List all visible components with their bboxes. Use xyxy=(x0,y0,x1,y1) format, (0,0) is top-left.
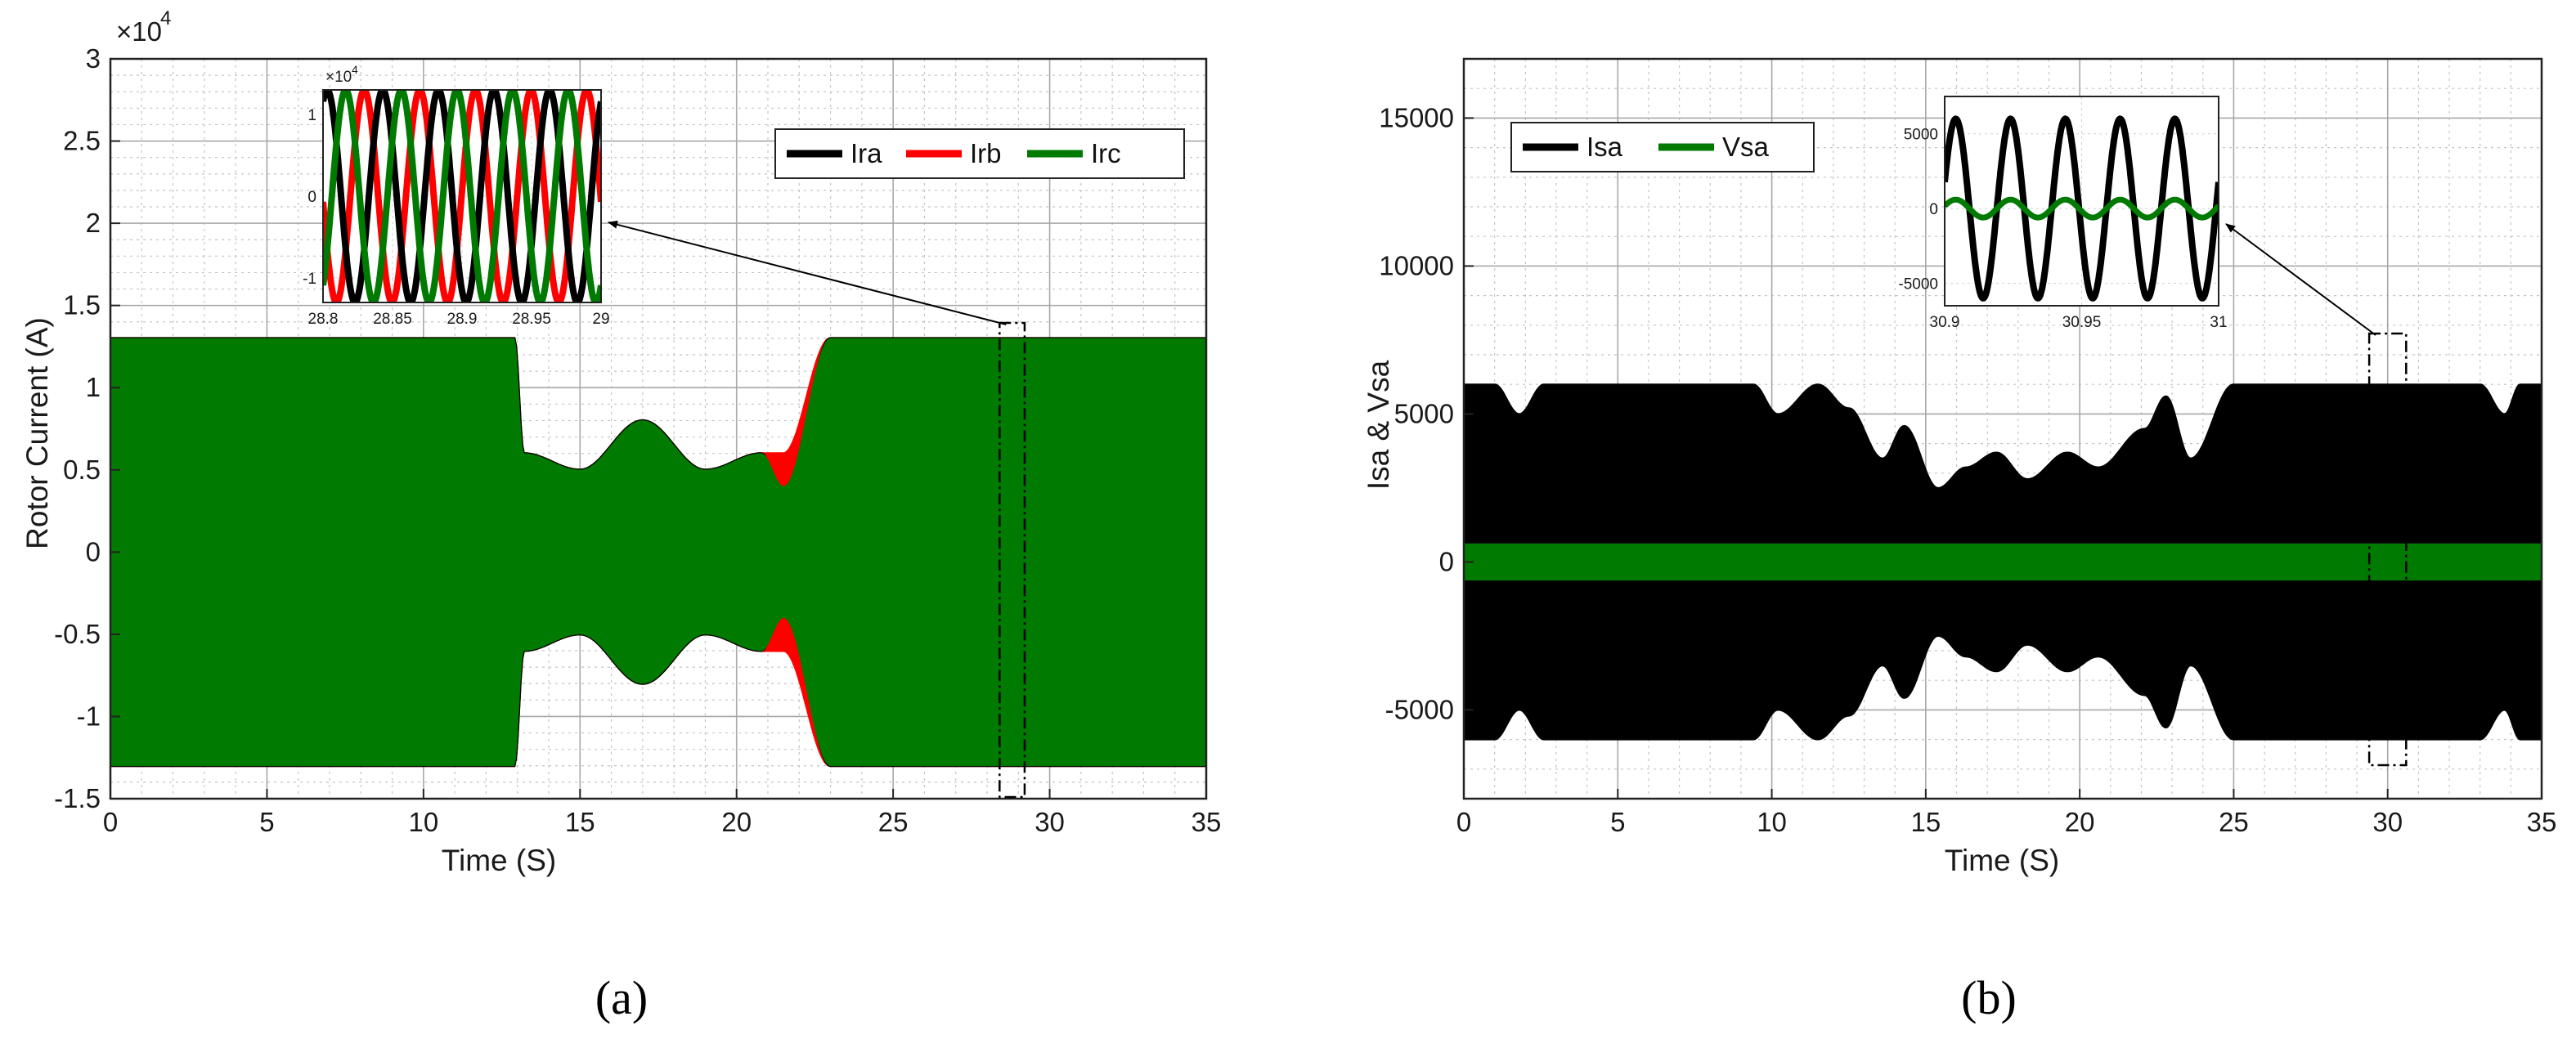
inset-x-tick-label: 28.9 xyxy=(447,311,478,328)
inset-x-tick-label: 28.8 xyxy=(308,311,339,328)
x-axis-label-b: Time (S) xyxy=(1945,844,2059,877)
x-tick-label: 30 xyxy=(2372,807,2403,837)
y-tick-label: 0 xyxy=(1439,546,1454,576)
legend-label-vsa: Vsa xyxy=(1722,132,1770,162)
inset-x-tick-label: 30.9 xyxy=(1930,314,1960,331)
inset-ticks-a: 28.8 28.85 28.9 28.95 29 -1 0 1 xyxy=(303,107,609,328)
inset-series-vsa xyxy=(1945,196,2219,221)
series-group-a xyxy=(110,337,1206,768)
inset-ticks-b: 30.9 30.95 31 -5000 0 5000 xyxy=(1898,127,2227,331)
inset-x-tick-label: 29 xyxy=(592,311,609,328)
y-tick-label: 2 xyxy=(86,208,101,238)
legend-box-a xyxy=(774,128,1185,179)
inset-y-tick-label: 0 xyxy=(307,189,316,206)
x-tick-label: 20 xyxy=(721,807,752,837)
x-tick-label: 0 xyxy=(103,807,118,837)
series-group-b xyxy=(1464,383,2542,741)
legend-label-irc: Irc xyxy=(1091,138,1121,168)
zoom-region-b xyxy=(2367,332,2408,767)
inset-y-tick-label: 5000 xyxy=(1904,127,1938,144)
y-axis-label-a: Rotor Current (A) xyxy=(20,317,54,549)
chart-a: 0 5 10 15 20 25 30 35-1.5-1-0.500.511.522.53 ×1… xyxy=(20,7,1221,1024)
y-tick-label: 10000 xyxy=(1379,250,1454,280)
y-tick-label: 2.5 xyxy=(63,126,101,156)
y-tick-label: -1.5 xyxy=(54,783,101,813)
axes-box-b xyxy=(1462,57,2543,800)
x-tick-label: 5 xyxy=(259,807,274,837)
inset-y-exponent-power-a: 4 xyxy=(352,63,358,76)
x-tick-label: 25 xyxy=(878,807,909,837)
inset-y-tick-label: 0 xyxy=(1929,201,1938,218)
zoom-region-a xyxy=(999,321,1026,799)
caption-a: (a) xyxy=(595,971,648,1024)
inset-y-exponent-base-a: ×10 xyxy=(325,69,352,86)
x-tick-label: 20 xyxy=(2065,807,2095,837)
series-irc xyxy=(110,338,1206,767)
inset-x-tick-label: 28.85 xyxy=(373,311,412,328)
legend-label-irb: Irb xyxy=(970,138,1002,168)
inset-y-tick-label: -1 xyxy=(303,271,316,288)
chart-b: 0 5 10 15 20 25 30 35 -5000 0 5000 10000 15000 Time … xyxy=(1362,57,2556,1024)
inset-y-exponent-a: ×10 4 xyxy=(325,63,358,86)
ticks-a: 0 5 10 15 20 25 30 35-1.5-1-0.500.511.522.53 xyxy=(54,43,1221,837)
inset-series-a xyxy=(323,90,601,302)
axes-box-a xyxy=(109,57,1208,800)
inset-y-tick-label: 1 xyxy=(307,107,316,124)
y-tick-label: 5000 xyxy=(1394,398,1454,428)
inset-x-tick-label: 31 xyxy=(2210,314,2227,331)
inset-x-tick-label: 28.95 xyxy=(512,311,551,328)
x-tick-label: 30 xyxy=(1034,807,1065,837)
inset-series-irb xyxy=(323,90,601,302)
y-exponent-base-a: ×10 xyxy=(116,16,162,47)
legend-label-isa: Isa xyxy=(1586,132,1623,162)
x-tick-label: 35 xyxy=(1192,807,1222,837)
y-tick-label: -0.5 xyxy=(54,619,101,649)
legend-b: Isa Vsa xyxy=(1510,122,1815,172)
x-tick-label: 5 xyxy=(1610,807,1625,837)
y-tick-label: 0 xyxy=(86,536,101,567)
y-tick-label: -1 xyxy=(77,701,101,731)
y-tick-label: 1 xyxy=(86,372,101,402)
y-tick-label: 15000 xyxy=(1379,102,1454,132)
x-tick-label: 25 xyxy=(2219,807,2249,837)
inset-series-b xyxy=(1945,115,2219,302)
y-tick-label: 3 xyxy=(86,43,101,74)
y-tick-label: -5000 xyxy=(1385,694,1454,724)
y-exponent-a: ×10 4 xyxy=(116,7,171,47)
inset-y-tick-label: -5000 xyxy=(1898,276,1938,293)
zoom-arrow-b xyxy=(2225,223,2376,336)
inset-a: 28.8 28.85 28.9 28.95 29 -1 0 1 ×10 4 xyxy=(303,63,609,328)
series-vsa xyxy=(1464,543,2542,581)
zoom-arrow-a xyxy=(608,220,1007,325)
ticks-b: 0 5 10 15 20 25 30 35 -5000 0 5000 10000 15000 xyxy=(1379,102,2556,837)
x-tick-label: 0 xyxy=(1456,807,1471,837)
y-tick-label: 1.5 xyxy=(63,290,101,320)
x-axis-label-a: Time (S) xyxy=(442,844,556,877)
y-exponent-power-a: 4 xyxy=(160,7,171,29)
x-tick-label: 35 xyxy=(2527,807,2557,837)
legend-a: Ira Irb Irc xyxy=(774,128,1185,179)
inset-b: 30.9 30.95 31 -5000 0 5000 xyxy=(1898,96,2228,331)
inset-series-ira xyxy=(323,90,601,302)
x-tick-label: 15 xyxy=(1910,807,1941,837)
x-tick-label: 10 xyxy=(408,807,438,837)
y-tick-label: 0.5 xyxy=(63,455,101,485)
y-axis-label-b: Isa & Vsa xyxy=(1362,360,1395,490)
legend-label-ira: Ira xyxy=(850,138,882,168)
inset-series-irc xyxy=(323,90,601,302)
inset-axes-box-a xyxy=(322,89,602,303)
x-tick-label: 15 xyxy=(565,807,595,837)
inset-x-tick-label: 30.95 xyxy=(2062,314,2102,331)
inset-series-isa xyxy=(1945,115,2219,302)
inset-axes-box-b xyxy=(1944,96,2219,307)
x-tick-label: 10 xyxy=(1757,807,1787,837)
caption-b: (b) xyxy=(1961,971,2017,1024)
